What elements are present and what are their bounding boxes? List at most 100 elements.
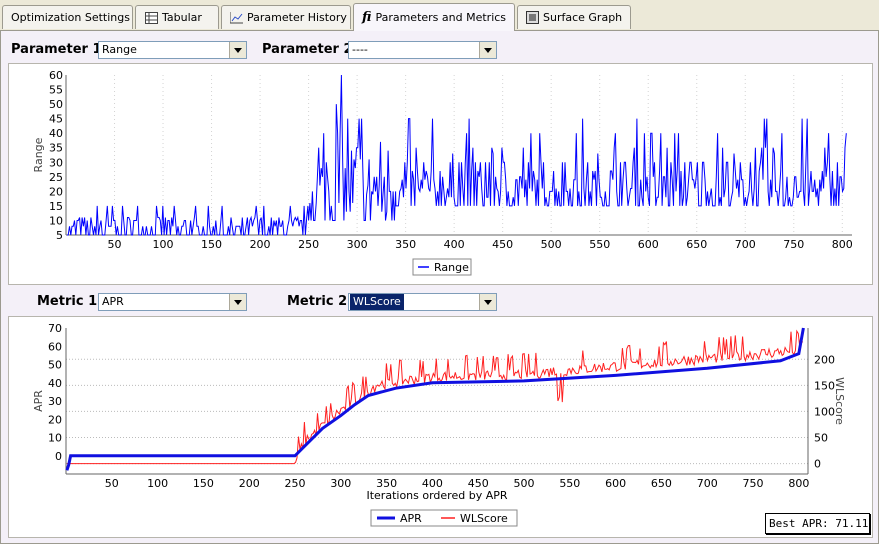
parameter-chart: 50 100 150 200 250 300 350 400 450 500 550 600 650 70… (8, 63, 873, 285)
parameter-1-label: Parameter 1 (11, 42, 102, 57)
y-tick-label: 10 (49, 214, 63, 227)
y2-tick-label: 0 (814, 458, 821, 471)
chevron-down-icon[interactable] (479, 294, 496, 310)
parameter-chart-svg: 50 100 150 200 250 300 350 400 450 500 550 600 650 70… (32, 69, 853, 276)
x-tick-label: 650 (686, 238, 707, 251)
y-tick-label: 15 (49, 200, 63, 213)
legend-label-apr: APR (400, 512, 422, 525)
y-tick-label: 40 (48, 377, 62, 390)
x-tick-label: 700 (697, 477, 718, 490)
y-tick-label: 20 (49, 185, 63, 198)
x-tick-label: 800 (832, 238, 853, 251)
legend-label-range: Range (434, 261, 469, 274)
metric-1-select[interactable]: APR (98, 293, 247, 311)
y-tick-label: 20 (48, 413, 62, 426)
x-tick-label: 550 (589, 238, 610, 251)
x-tick-label: 450 (492, 238, 513, 251)
y-axis-label: Range (32, 137, 45, 172)
x-tick-label: 150 (201, 238, 222, 251)
y-tick-label: 10 (48, 432, 62, 445)
x-tick-label: 300 (347, 238, 368, 251)
y-tick-label: 50 (49, 98, 63, 111)
x-tick-label: 500 (541, 238, 562, 251)
metric-2-select[interactable]: WLScore (348, 293, 497, 311)
y-tick-label: 60 (48, 340, 62, 353)
x-tick-label: 650 (651, 477, 672, 490)
x-tick-label: 300 (330, 477, 351, 490)
tab-tabular[interactable]: Tabular (135, 5, 219, 29)
y-tick-label: 5 (56, 229, 63, 242)
x-tick-label: 550 (559, 477, 580, 490)
tab-label: Parameters and Metrics (375, 11, 507, 24)
x-tick-label: 100 (153, 238, 174, 251)
parameter-1-select[interactable]: Range (98, 41, 247, 59)
y-tick-label: 40 (49, 127, 63, 140)
tab-label: Tabular (162, 11, 202, 24)
x-tick-label: 400 (444, 238, 465, 251)
x-tick-label: 350 (376, 477, 397, 490)
y-tick-label: 55 (49, 84, 63, 97)
parameter-2-select[interactable]: ---- (348, 41, 497, 59)
chevron-down-icon[interactable] (479, 42, 496, 58)
metric-chart: 50 100 150 200 250 300 350 400 450 500 550 600 650 70… (8, 316, 873, 538)
tab-label: Surface Graph (543, 11, 623, 24)
x-tick-label: 100 (147, 477, 168, 490)
y-tick-label: 45 (49, 113, 63, 126)
y2-axis-label: WLScore (833, 377, 846, 425)
chevron-down-icon[interactable] (229, 42, 246, 58)
line-chart-icon (230, 11, 243, 25)
legend-label-wlscore: WLScore (460, 512, 508, 525)
x-tick-label: 150 (193, 477, 214, 490)
metric-1-label: Metric 1 (37, 294, 98, 309)
chevron-down-icon[interactable] (229, 294, 246, 310)
y2-tick-label: 200 (814, 353, 835, 366)
metric-1-value: APR (102, 295, 124, 308)
x-tick-label: 600 (638, 238, 659, 251)
x-tick-label: 200 (250, 238, 271, 251)
x-tick-label: 750 (743, 477, 764, 490)
apr-series-line (65, 327, 805, 471)
x-tick-label: 350 (395, 238, 416, 251)
y-tick-label: 25 (49, 171, 63, 184)
x-tick-label: 400 (422, 477, 443, 490)
y-tick-label: 30 (49, 156, 63, 169)
y-tick-label: 0 (55, 450, 62, 463)
x-tick-label: 600 (605, 477, 626, 490)
best-apr-readout: Best APR: 71.11 (765, 513, 870, 534)
x-tick-label: 750 (783, 238, 804, 251)
wlscore-series-line (66, 329, 804, 465)
parameter-1-value: Range (102, 43, 137, 56)
surface-grid-icon (526, 11, 539, 25)
y-tick-label: 35 (49, 142, 63, 155)
x-tick-label: 450 (468, 477, 489, 490)
y-tick-label: 70 (48, 322, 62, 335)
y2-tick-label: 100 (814, 405, 835, 418)
y2-tick-label: 150 (814, 379, 835, 392)
y2-tick-label: 50 (814, 432, 828, 445)
range-series-line (67, 74, 847, 236)
x-tick-label: 200 (239, 477, 260, 490)
y-tick-label: 30 (48, 395, 62, 408)
metric-chart-svg: 50 100 150 200 250 300 350 400 450 500 550 600 650 70… (32, 322, 846, 527)
metric-2-value: WLScore (350, 294, 404, 310)
y-axis-label: APR (32, 390, 45, 412)
tab-surface-graph[interactable]: Surface Graph (517, 5, 631, 29)
y-tick-label: 60 (49, 69, 63, 82)
x-tick-label: 50 (108, 238, 122, 251)
tab-label: Parameter History (247, 11, 347, 24)
x-tick-label: 250 (285, 477, 306, 490)
y-tick-label: 50 (48, 359, 62, 372)
x-tick-label: 800 (788, 477, 809, 490)
x-tick-label: 700 (735, 238, 756, 251)
tab-parameters-and-metrics[interactable]: fi Parameters and Metrics (353, 3, 515, 31)
x-tick-label: 250 (298, 238, 319, 251)
table-icon (144, 11, 158, 25)
tab-parameter-history[interactable]: Parameter History (221, 5, 351, 29)
tab-optimization-settings[interactable]: Optimization Settings (2, 5, 133, 29)
x-axis-label: Iterations ordered by APR (366, 489, 507, 502)
x-tick-label: 50 (105, 477, 119, 490)
fi-icon: fi (362, 10, 372, 25)
tab-label: Optimization Settings (11, 11, 130, 24)
parameter-2-label: Parameter 2 (262, 42, 353, 57)
legend-box (412, 258, 472, 276)
